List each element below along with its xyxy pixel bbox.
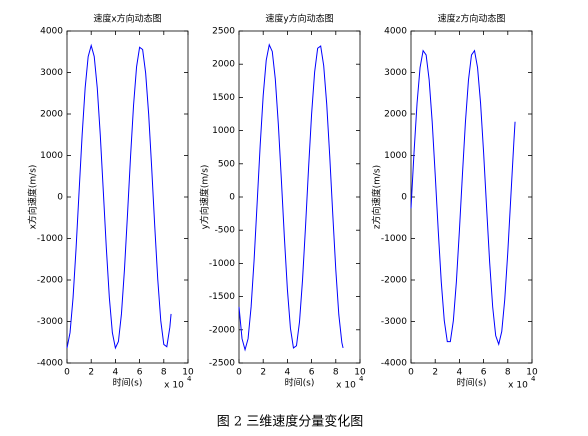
data-line bbox=[410, 49, 516, 346]
x-axis-label: 时间(s) bbox=[285, 377, 315, 389]
x-tick-label: 8 bbox=[161, 368, 167, 378]
x-scale-exponent: 4 bbox=[187, 375, 192, 383]
x-tick-label: 8 bbox=[505, 368, 511, 378]
x-tick-label: 4 bbox=[113, 368, 119, 378]
y-tick-label: -500 bbox=[215, 226, 236, 236]
y-tick-label: -1000 bbox=[209, 259, 235, 269]
y-axis-label: z方向速度(m/s) bbox=[371, 165, 383, 229]
x-axis-label: 时间(s) bbox=[113, 377, 143, 389]
y-axis-label: x方向速度(m/s) bbox=[27, 165, 39, 230]
y-tick-label: 2000 bbox=[40, 110, 63, 120]
y-tick-label: -3000 bbox=[381, 317, 407, 327]
y-tick-label: -4000 bbox=[381, 359, 407, 369]
y-tick-label: -4000 bbox=[37, 359, 63, 369]
y-tick-label: -1000 bbox=[381, 234, 407, 244]
x-tick-label: 4 bbox=[457, 368, 463, 378]
y-tick-label: 1000 bbox=[212, 126, 235, 136]
x-tick-label: 0 bbox=[236, 368, 242, 378]
y-tick-label: 2000 bbox=[384, 110, 407, 120]
plot-frame bbox=[410, 30, 533, 364]
y-tick-label: -2000 bbox=[37, 276, 63, 286]
x-tick-label: 2 bbox=[432, 368, 438, 378]
x-tick-label: 2 bbox=[260, 368, 266, 378]
y-tick-label: 1000 bbox=[384, 151, 407, 161]
x-tick-label: 10 bbox=[526, 368, 538, 378]
x-tick-label: 10 bbox=[182, 368, 194, 378]
y-tick-label: -2000 bbox=[209, 325, 235, 335]
y-tick-label: 3000 bbox=[384, 68, 407, 78]
y-tick-label: 1000 bbox=[40, 151, 63, 161]
x-scale-exponent: 4 bbox=[359, 375, 364, 383]
x-tick-label: 6 bbox=[309, 368, 315, 378]
y-axis-label: y方向速度(m/s) bbox=[199, 165, 211, 230]
y-tick-label: -1000 bbox=[37, 234, 63, 244]
x-scale-label: x 10 bbox=[508, 381, 528, 391]
y-tick-label: 4000 bbox=[384, 27, 407, 37]
x-tick-label: 6 bbox=[137, 368, 143, 378]
x-tick-label: 0 bbox=[64, 368, 70, 378]
x-axis-label: 时间(s) bbox=[457, 377, 487, 389]
y-tick-label: -2000 bbox=[381, 276, 407, 286]
x-scale-label: x 10 bbox=[336, 381, 356, 391]
x-tick-label: 0 bbox=[408, 368, 414, 378]
x-tick-label: 8 bbox=[333, 368, 339, 378]
y-tick-label: 500 bbox=[218, 159, 235, 169]
data-line bbox=[66, 43, 172, 350]
x-scale-label: x 10 bbox=[164, 381, 184, 391]
x-tick-label: 6 bbox=[481, 368, 487, 378]
y-tick-label: 0 bbox=[57, 193, 63, 203]
y-tick-label: 2500 bbox=[212, 27, 235, 37]
y-tick-label: 0 bbox=[229, 193, 235, 203]
x-scale-exponent: 4 bbox=[531, 375, 536, 383]
y-tick-label: 2000 bbox=[212, 60, 235, 70]
x-tick-label: 2 bbox=[88, 368, 94, 378]
y-tick-label: -2500 bbox=[209, 359, 235, 369]
chart-title: 速度y方向动态图 bbox=[265, 13, 333, 25]
y-tick-label: 3000 bbox=[40, 68, 63, 78]
y-tick-label: -3000 bbox=[37, 317, 63, 327]
data-line bbox=[238, 43, 344, 352]
plot-frame bbox=[66, 30, 189, 364]
chart-title: 速度z方向动态图 bbox=[438, 13, 506, 25]
y-tick-label: 0 bbox=[401, 193, 407, 203]
chart-title: 速度x方向动态图 bbox=[93, 13, 161, 25]
x-tick-label: 4 bbox=[285, 368, 291, 378]
y-tick-label: -1500 bbox=[209, 292, 235, 302]
figure-caption: 图 2 三维速度分量变化图 bbox=[217, 414, 364, 430]
y-tick-label: 1500 bbox=[212, 93, 235, 103]
y-tick-label: 4000 bbox=[40, 27, 63, 37]
x-tick-label: 10 bbox=[354, 368, 366, 378]
